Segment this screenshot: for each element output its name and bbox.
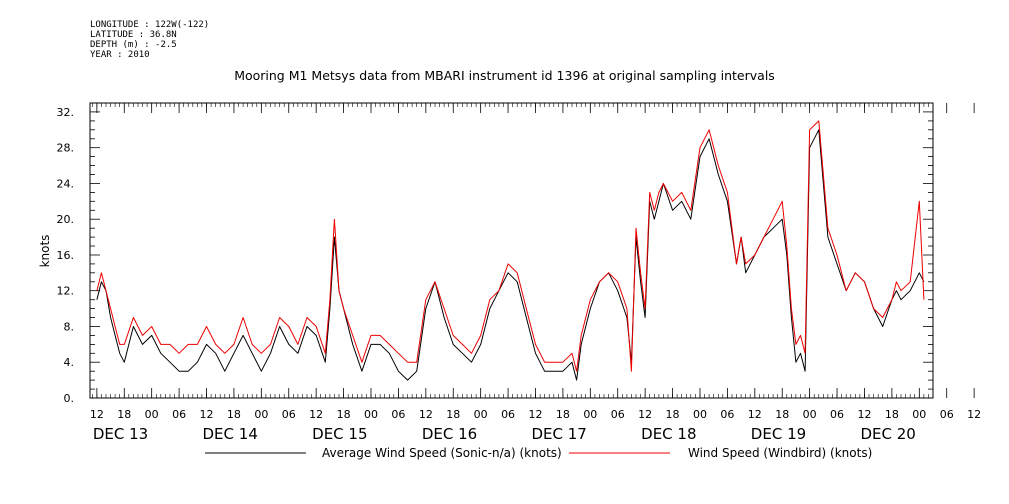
- y-axis: 0. 4. 8. 12. 16. 20. 24. 28. 32.: [57, 102, 933, 405]
- y-tick-label: 4.: [64, 356, 75, 369]
- series-layer: [96, 120, 925, 381]
- x-tick-label: 06: [611, 408, 625, 421]
- longitude-label: LONGITUDE : 122W(-122): [90, 20, 210, 30]
- x-tick-label: 06: [172, 408, 186, 421]
- x-tick-label: 06: [501, 408, 515, 421]
- x-tick-label: 12: [419, 408, 433, 421]
- y-axis-label: knots: [38, 235, 52, 268]
- y-tick-label: 24.: [57, 177, 75, 190]
- x-day-label: DEC 13: [93, 425, 148, 443]
- y-tick-label: 0.: [64, 392, 75, 405]
- y-tick-label: 20.: [57, 213, 75, 226]
- x-tick-label: 18: [775, 408, 789, 421]
- y-tick-label: 12.: [57, 285, 75, 298]
- x-tick-label: 12: [309, 408, 323, 421]
- x-tick-label: 18: [556, 408, 570, 421]
- y-tick-label: 32.: [57, 106, 75, 119]
- x-tick-label: 12: [638, 408, 652, 421]
- x-tick-label: 06: [830, 408, 844, 421]
- x-tick-label: 12: [748, 408, 762, 421]
- x-tick-label: 12: [200, 408, 214, 421]
- x-tick-label: 06: [720, 408, 734, 421]
- x-day-label: DEC 17: [531, 425, 586, 443]
- latitude-label: LATITUDE : 36.8N: [90, 30, 177, 40]
- x-day-label: DEC 16: [422, 425, 477, 443]
- y-tick-label: 28.: [57, 142, 75, 155]
- x-day-label: DEC 14: [203, 425, 258, 443]
- x-tick-label: 00: [364, 408, 378, 421]
- x-tick-label: 18: [666, 408, 680, 421]
- x-day-label: DEC 19: [751, 425, 806, 443]
- legend-label-windbird-speed: Wind Speed (Windbird) (knots): [688, 446, 872, 460]
- x-day-label: DEC 15: [312, 425, 367, 443]
- x-tick-label: 00: [145, 408, 159, 421]
- x-tick-label: 00: [693, 408, 707, 421]
- x-tick-label: 06: [282, 408, 296, 421]
- legend-label-average-wind-speed: Average Wind Speed (Sonic-n/a) (knots): [322, 446, 562, 460]
- x-tick-label: 18: [227, 408, 241, 421]
- x-tick-label: 18: [885, 408, 899, 421]
- x-day-label: DEC 20: [860, 425, 915, 443]
- x-tick-label: 00: [912, 408, 926, 421]
- x-tick-label: 12: [857, 408, 871, 421]
- metadata-block: LONGITUDE : 122W(-122) LATITUDE : 36.8N …: [90, 20, 209, 60]
- x-tick-label: 18: [446, 408, 460, 421]
- x-tick-label: 00: [474, 408, 488, 421]
- series-line-windbird-speed: [96, 120, 925, 372]
- minor-ticks: [92, 103, 934, 398]
- x-tick-label: 18: [117, 408, 131, 421]
- x-tick-label: 00: [803, 408, 817, 421]
- x-tick-label: 12: [90, 408, 104, 421]
- x-tick-label: 12: [967, 408, 981, 421]
- y-tick-label: 8.: [64, 320, 75, 333]
- x-axis: 12 18 00 06 12 18 00 06 12 18 00 06 12 18 00 06 12 18 00 06…: [90, 103, 981, 443]
- x-tick-label: 06: [391, 408, 405, 421]
- series-line-average-wind-speed: [96, 129, 925, 381]
- x-tick-label: 06: [940, 408, 954, 421]
- y-tick-label: 16.: [57, 249, 75, 262]
- x-day-label: DEC 18: [641, 425, 696, 443]
- depth-label: DEPTH (m) : -2.5: [90, 40, 177, 50]
- legend: Average Wind Speed (Sonic-n/a) (knots) W…: [205, 446, 872, 460]
- plot-frame: [89, 102, 934, 399]
- x-tick-label: 12: [528, 408, 542, 421]
- chart-title: Mooring M1 Metsys data from MBARI instru…: [234, 68, 775, 83]
- x-tick-label: 00: [583, 408, 597, 421]
- x-tick-label: 00: [254, 408, 268, 421]
- x-tick-label: 18: [337, 408, 351, 421]
- year-label: YEAR : 2010: [90, 50, 150, 60]
